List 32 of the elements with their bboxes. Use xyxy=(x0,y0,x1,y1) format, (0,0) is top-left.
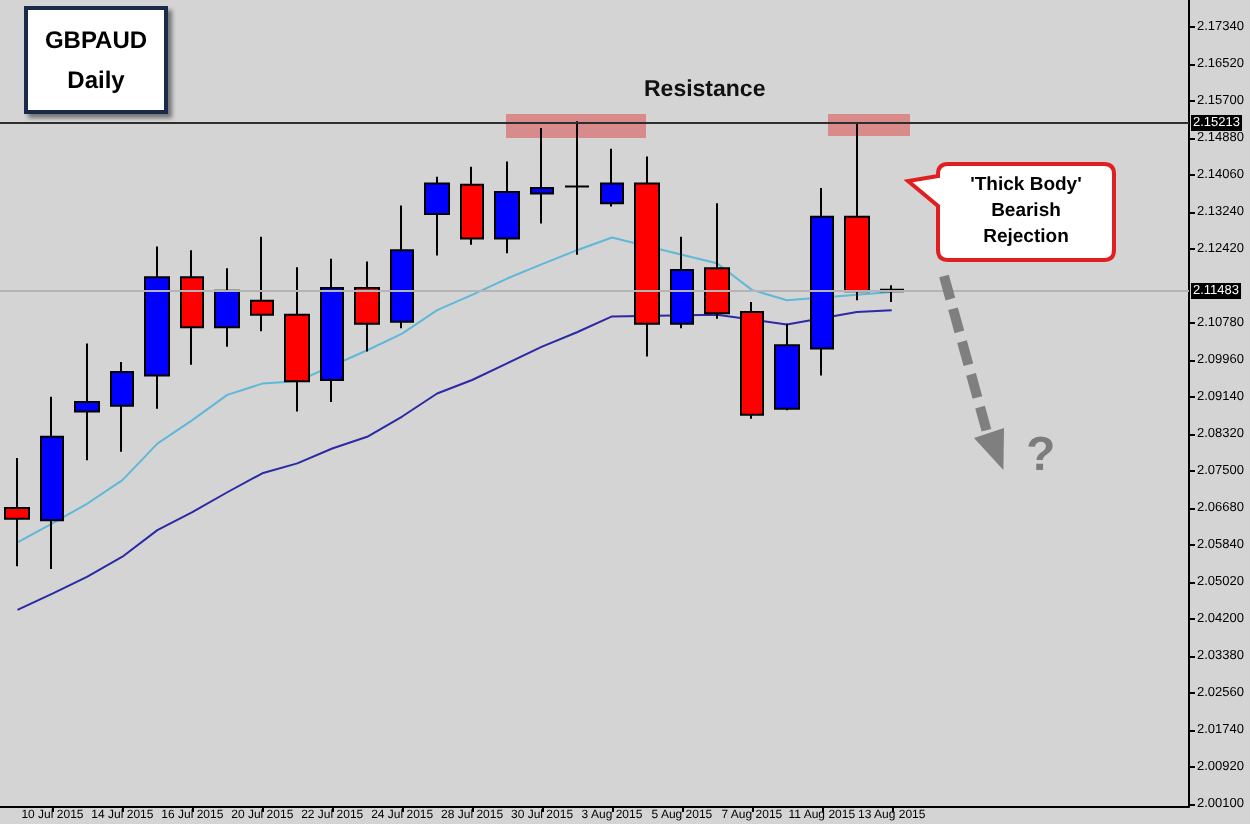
candlestick xyxy=(74,342,100,462)
candlestick xyxy=(250,235,274,333)
candlestick xyxy=(40,395,64,570)
text: GBPAUD xyxy=(44,26,148,54)
candlestick xyxy=(4,457,30,568)
annotation: Resistance xyxy=(644,78,766,104)
candlestick xyxy=(214,267,240,348)
line-series xyxy=(16,309,893,611)
candlestick xyxy=(844,122,870,302)
candlestick xyxy=(810,186,834,377)
candlestick xyxy=(494,160,520,255)
candlestick xyxy=(284,266,310,413)
candlestick xyxy=(390,204,414,330)
candlestick xyxy=(670,235,694,330)
text: 'Thick Body' Bearish Rejection xyxy=(968,172,1084,250)
candlestick xyxy=(530,127,554,225)
candlestick xyxy=(144,245,170,410)
candlestick xyxy=(354,260,380,353)
candlestick xyxy=(704,202,730,320)
candlestick xyxy=(774,322,800,412)
candlestick xyxy=(600,147,624,208)
text: Daily xyxy=(67,66,126,94)
candlestick xyxy=(740,301,764,420)
candlestick xyxy=(460,165,484,246)
line-series xyxy=(16,236,893,544)
text: ? xyxy=(1026,428,1056,484)
candlestick xyxy=(320,257,344,404)
candlestick xyxy=(564,120,590,256)
candlestick xyxy=(110,360,134,453)
candlestick xyxy=(634,155,660,358)
candlestick xyxy=(424,175,450,257)
candlestick xyxy=(180,249,204,366)
